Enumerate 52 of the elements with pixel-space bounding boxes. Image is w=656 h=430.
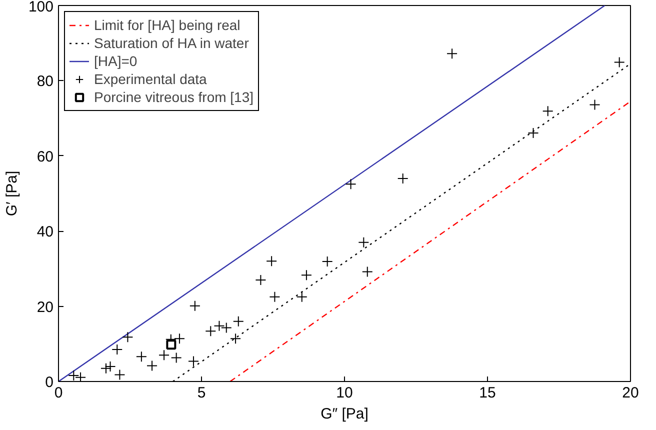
point xyxy=(255,274,266,286)
point xyxy=(542,106,554,117)
point xyxy=(266,256,278,267)
point xyxy=(136,351,147,362)
point xyxy=(446,48,458,60)
point xyxy=(188,356,199,367)
y-axis-title: G′ [Pa] xyxy=(3,170,20,216)
point xyxy=(220,322,232,334)
point xyxy=(269,291,280,302)
point xyxy=(230,333,242,344)
point xyxy=(345,178,356,190)
y-tick-label: 60 xyxy=(36,148,54,166)
point xyxy=(528,127,539,138)
y-tick-label: 100 xyxy=(28,0,54,16)
point xyxy=(214,320,225,332)
y-tick-label: 80 xyxy=(36,73,54,90)
point xyxy=(589,99,600,110)
y-tick-label: 0 xyxy=(45,374,54,391)
point xyxy=(614,56,625,68)
point xyxy=(75,372,86,382)
y-tick-label: 40 xyxy=(36,224,54,241)
point xyxy=(100,362,112,374)
point xyxy=(166,340,176,350)
legend-label: Limit for [HA] being real xyxy=(94,16,240,34)
point xyxy=(114,369,126,380)
point xyxy=(68,370,80,381)
legend-label: [HA]=0 xyxy=(94,52,138,70)
point xyxy=(296,291,308,302)
legend-label: Experimental data xyxy=(94,70,207,88)
point xyxy=(362,266,373,278)
point xyxy=(122,332,134,343)
point xyxy=(322,256,333,268)
x-tick-label: 10 xyxy=(336,384,353,402)
point xyxy=(397,172,408,184)
point xyxy=(170,352,182,364)
point xyxy=(104,360,116,372)
y-tick-label: 20 xyxy=(36,298,54,316)
point xyxy=(158,350,170,361)
point xyxy=(358,236,370,248)
legend-label: Saturation of HA in water xyxy=(94,34,249,52)
x-tick-label: 5 xyxy=(197,384,206,402)
legend-label: Porcine vitreous from [13] xyxy=(94,88,254,106)
point xyxy=(174,333,185,344)
x-tick-label: 20 xyxy=(622,384,639,402)
point xyxy=(300,270,312,281)
x-axis-title: G″ [Pa] xyxy=(320,406,368,422)
x-tick-label: 15 xyxy=(479,384,496,402)
point xyxy=(112,344,123,356)
point xyxy=(189,300,200,312)
point xyxy=(205,326,216,337)
point xyxy=(232,316,244,327)
point xyxy=(146,360,158,372)
